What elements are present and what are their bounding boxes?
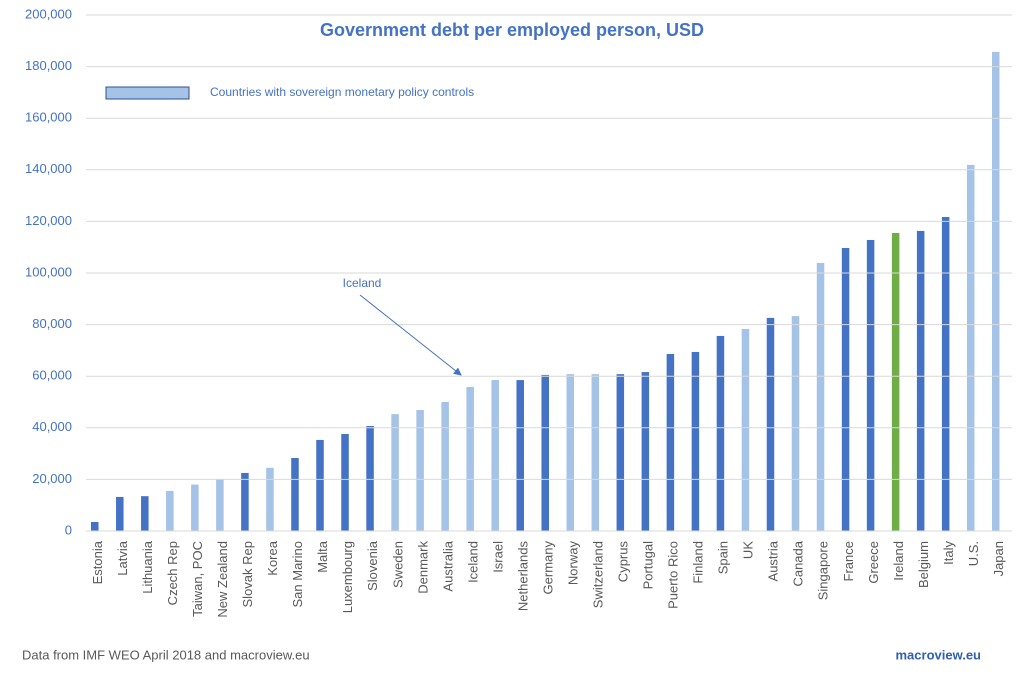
x-tick-label: Estonia <box>90 540 105 584</box>
bar <box>441 402 449 531</box>
bar <box>991 51 1000 531</box>
bar <box>141 496 149 531</box>
y-tick-label: 160,000 <box>25 110 72 125</box>
x-tick-label: Australia <box>440 540 455 591</box>
x-tick-label: Norway <box>565 541 580 586</box>
x-tick-label: Malta <box>315 540 330 573</box>
bar <box>266 467 274 531</box>
y-tick-label: 60,000 <box>32 368 72 383</box>
bar <box>941 217 950 532</box>
x-tick-label: Japan <box>991 541 1006 576</box>
x-tick-label: Spain <box>716 541 731 574</box>
bar <box>966 164 975 531</box>
bar <box>366 425 374 531</box>
x-tick-label: Slovenia <box>365 540 380 591</box>
bar <box>641 372 650 531</box>
x-tick-label: U.S. <box>966 541 981 566</box>
y-tick-label: 180,000 <box>25 58 72 73</box>
bar <box>416 409 424 531</box>
annotation: Iceland <box>343 276 382 290</box>
x-tick-label: Czech Rep <box>165 541 180 605</box>
x-tick-label: New Zealand <box>215 541 230 618</box>
x-tick-label: Latvia <box>115 540 130 575</box>
x-tick-label: Ireland <box>891 541 906 581</box>
x-tick-label: Portugal <box>641 541 656 590</box>
x-tick-label: Singapore <box>816 541 831 600</box>
y-tick-label: 140,000 <box>25 161 72 176</box>
x-tick-label: Iceland <box>465 541 480 583</box>
x-tick-label: Puerto Rico <box>666 541 681 609</box>
y-tick-label: 120,000 <box>25 213 72 228</box>
x-tick-label: Belgium <box>916 541 931 588</box>
bar <box>916 230 925 532</box>
x-tick-label: Israel <box>490 541 505 573</box>
bar <box>391 414 399 531</box>
x-tick-label: Switzerland <box>590 541 605 608</box>
bar <box>166 491 174 531</box>
x-tick-label: Slovak Rep <box>240 541 255 607</box>
bar <box>466 387 474 531</box>
bar <box>566 374 575 531</box>
y-tick-label: 40,000 <box>32 419 72 434</box>
bar <box>766 317 775 531</box>
x-tick-label: Germany <box>540 541 555 595</box>
source-note: Data from IMF WEO April 2018 and macrovi… <box>22 647 310 662</box>
bar <box>591 374 600 531</box>
bar <box>191 484 199 531</box>
x-tick-label: France <box>841 541 856 581</box>
bar <box>241 472 249 531</box>
x-tick-label: Lithuania <box>140 540 155 594</box>
x-tick-label: Italy <box>941 541 956 565</box>
y-tick-label: 200,000 <box>25 6 72 21</box>
bar <box>891 233 900 531</box>
bar <box>741 328 750 531</box>
bar <box>491 380 499 531</box>
bar <box>866 239 875 531</box>
bar <box>91 521 99 531</box>
legend-swatch <box>105 86 190 100</box>
legend-label: Countries with sovereign monetary policy… <box>210 85 474 99</box>
x-tick-label: Cyprus <box>616 541 631 583</box>
bar <box>541 374 549 531</box>
bar <box>291 457 299 531</box>
x-tick-label: Taiwan, POC <box>190 541 205 617</box>
bar <box>716 335 725 531</box>
bar <box>816 262 825 531</box>
bar <box>841 247 850 531</box>
bar <box>691 351 700 531</box>
x-tick-label: Luxembourg <box>340 541 355 613</box>
bar <box>616 374 625 531</box>
bar <box>666 354 675 531</box>
x-tick-label: Korea <box>265 540 280 575</box>
x-tick-label: UK <box>741 541 756 559</box>
credit: macroview.eu <box>895 647 981 662</box>
bar <box>216 479 224 531</box>
x-tick-label: Austria <box>766 540 781 581</box>
x-tick-label: Netherlands <box>515 541 530 612</box>
x-tick-label: Denmark <box>415 541 430 594</box>
bar <box>316 439 324 531</box>
bar <box>516 380 524 531</box>
y-tick-label: 80,000 <box>32 316 72 331</box>
bar <box>341 433 349 531</box>
x-tick-label: Greece <box>866 541 881 584</box>
chart-title: Government debt per employed person, USD <box>320 20 704 40</box>
y-tick-label: 100,000 <box>25 264 72 279</box>
x-tick-label: Canada <box>791 540 806 586</box>
bar <box>791 316 800 531</box>
y-tick-label: 0 <box>65 522 72 537</box>
x-tick-label: San Marino <box>290 541 305 607</box>
x-tick-label: Sweden <box>390 541 405 588</box>
y-tick-label: 20,000 <box>32 471 72 486</box>
bar <box>116 496 124 531</box>
x-tick-label: Finland <box>691 541 706 584</box>
annotation-arrow <box>359 294 462 376</box>
